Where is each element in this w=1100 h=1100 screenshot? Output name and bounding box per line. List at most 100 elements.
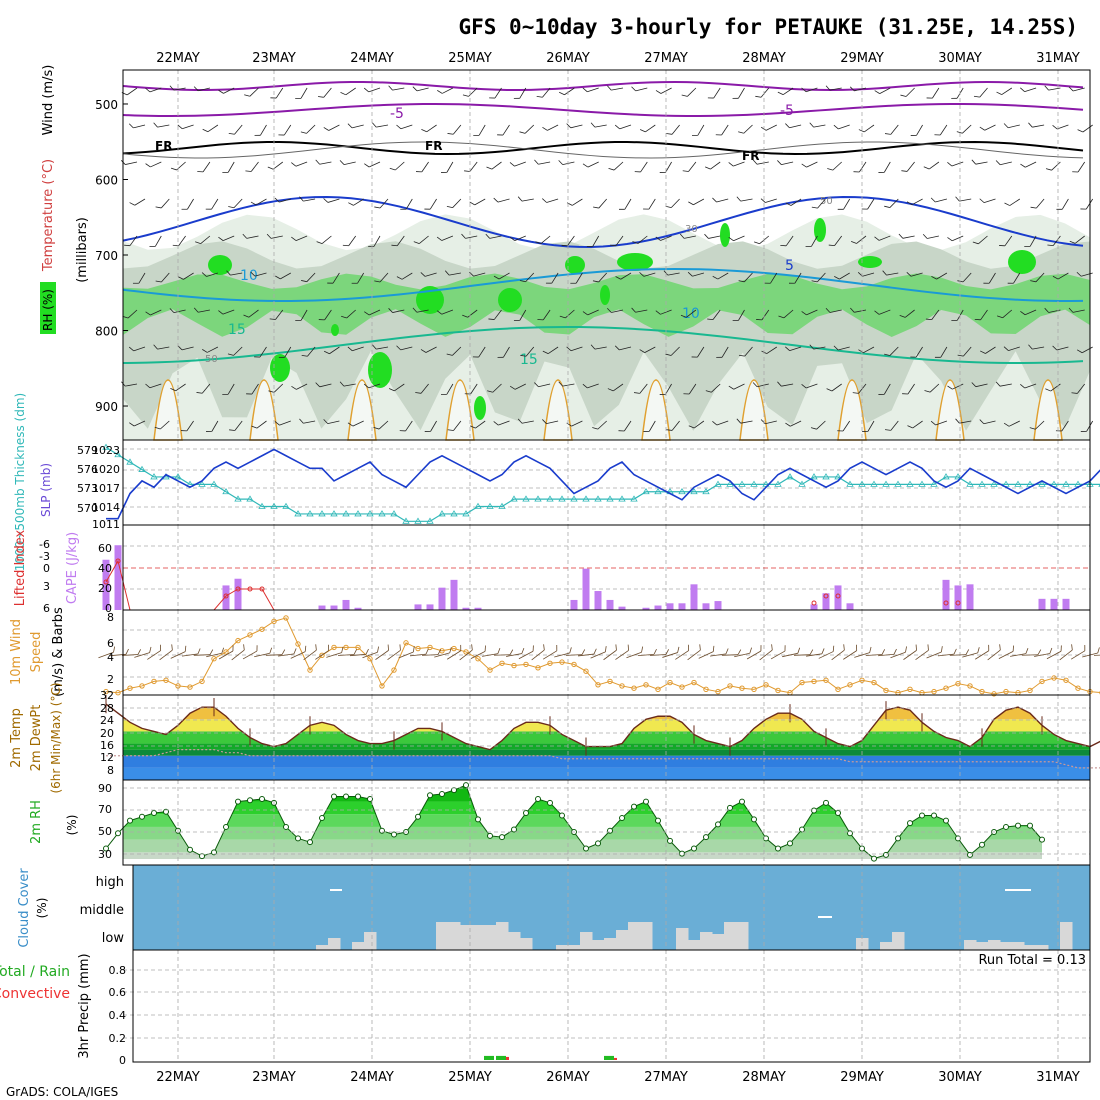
wind-barb: [389, 161, 405, 171]
wind-barb: [363, 87, 381, 93]
wind-barb: [396, 272, 413, 280]
barb-feather: [687, 644, 690, 651]
label-temp-minus5: -5: [390, 106, 404, 122]
wind-speed-marker: [883, 687, 889, 694]
barb-feather: [317, 96, 324, 98]
barb-shaft: [198, 309, 210, 313]
wind-speed-marker: [379, 683, 385, 689]
thickness-marker: [942, 473, 950, 480]
wind-barb: [582, 383, 599, 389]
barb-feather: [850, 307, 855, 313]
thickness-marker: [174, 473, 182, 480]
barb-feather: [299, 418, 304, 424]
wind-barb: [778, 309, 794, 319]
barb-shaft: [421, 654, 439, 656]
barb-feather: [145, 383, 151, 389]
wind-barb: [537, 309, 551, 321]
precip-tick-label: 0.4: [109, 1009, 127, 1022]
wind-barb: [858, 124, 875, 133]
barb-shaft: [710, 653, 726, 657]
surface-wind-barb: [962, 647, 980, 658]
barb-feather: [229, 429, 235, 431]
surface-wind-barb: [915, 644, 929, 661]
wind-tick-label: 6: [107, 637, 114, 650]
cloud-bg: [133, 865, 1090, 950]
wind-barb: [461, 233, 478, 239]
barb-feather: [607, 85, 612, 91]
li-marker: [235, 586, 241, 592]
wind-barb: [436, 235, 454, 241]
cape-bar: [1062, 598, 1070, 610]
pressure-tick-label: 600: [95, 173, 118, 187]
barb-feather: [520, 354, 527, 357]
thickness-marker: [246, 495, 254, 502]
lifted-index-ylabel: Lifted Index: [13, 529, 28, 606]
barb-feather: [715, 134, 722, 136]
cape-bar: [354, 607, 362, 610]
barb-feather: [149, 245, 156, 247]
wind-barb: [680, 309, 697, 318]
wind-barb: [1055, 420, 1069, 432]
wind-barb: [388, 308, 405, 313]
thickness-marker: [846, 480, 854, 487]
rh-marker: [607, 827, 613, 834]
barb-shaft: [951, 161, 964, 167]
wind-barb: [666, 420, 680, 431]
barb-feather: [420, 272, 426, 277]
barb-feather: [852, 392, 859, 394]
rh-ylabel: 2m RH: [29, 800, 44, 844]
wind-barb: [218, 235, 235, 241]
cape-bar: [618, 606, 626, 610]
wind-speed-marker: [835, 686, 841, 693]
barb-shaft: [670, 346, 680, 356]
barb-feather: [592, 280, 599, 283]
barb-feather: [659, 393, 666, 395]
rh-marker: [499, 834, 505, 841]
barb-feather: [473, 134, 480, 136]
barb-shaft: [416, 87, 429, 92]
rh-marker: [115, 830, 121, 837]
barb-feather: [1047, 244, 1054, 247]
barb-feather: [328, 644, 330, 651]
cape-bar: [234, 578, 242, 610]
barb-feather: [679, 233, 685, 239]
barb-shaft: [518, 650, 534, 660]
barb-shaft: [1032, 124, 1045, 128]
barb-shaft: [915, 649, 929, 661]
barb-shaft: [818, 651, 834, 659]
barb-shaft: [446, 383, 454, 395]
barb-shaft: [157, 124, 170, 128]
barb-feather: [447, 429, 454, 431]
barb-shaft: [182, 124, 194, 130]
barb-shaft: [202, 161, 211, 173]
barb-feather: [124, 244, 130, 247]
barb-shaft: [375, 650, 389, 660]
surface-wind-barb: [687, 644, 701, 661]
temp-contour-minus10: [122, 80, 1084, 91]
barb-shaft: [546, 420, 559, 425]
barb-shaft: [760, 87, 770, 98]
barb-feather: [535, 241, 542, 245]
surface-wind-barb: [865, 649, 886, 656]
barb-shaft: [613, 161, 624, 171]
barb-feather: [639, 272, 645, 277]
barb-feather: [226, 270, 231, 276]
precip-conv-bar: [614, 1057, 617, 1060]
barb-shaft: [150, 161, 162, 168]
barb-shaft: [129, 235, 138, 246]
barb-feather: [517, 418, 523, 424]
wind-speed-marker: [499, 660, 505, 666]
wind-barb: [608, 161, 624, 171]
barb-shaft: [453, 420, 462, 431]
rh-marker: [907, 820, 913, 827]
barb-feather: [196, 392, 203, 394]
barb-shaft: [149, 87, 162, 93]
cape-bar: [450, 579, 458, 610]
li-marker: [223, 593, 229, 599]
barb-feather: [489, 97, 495, 99]
thickness-marker: [630, 495, 638, 502]
barb-feather: [472, 356, 479, 358]
wind-speed-marker: [1051, 675, 1057, 681]
barb-shaft: [514, 161, 526, 167]
barb-feather: [760, 126, 767, 131]
